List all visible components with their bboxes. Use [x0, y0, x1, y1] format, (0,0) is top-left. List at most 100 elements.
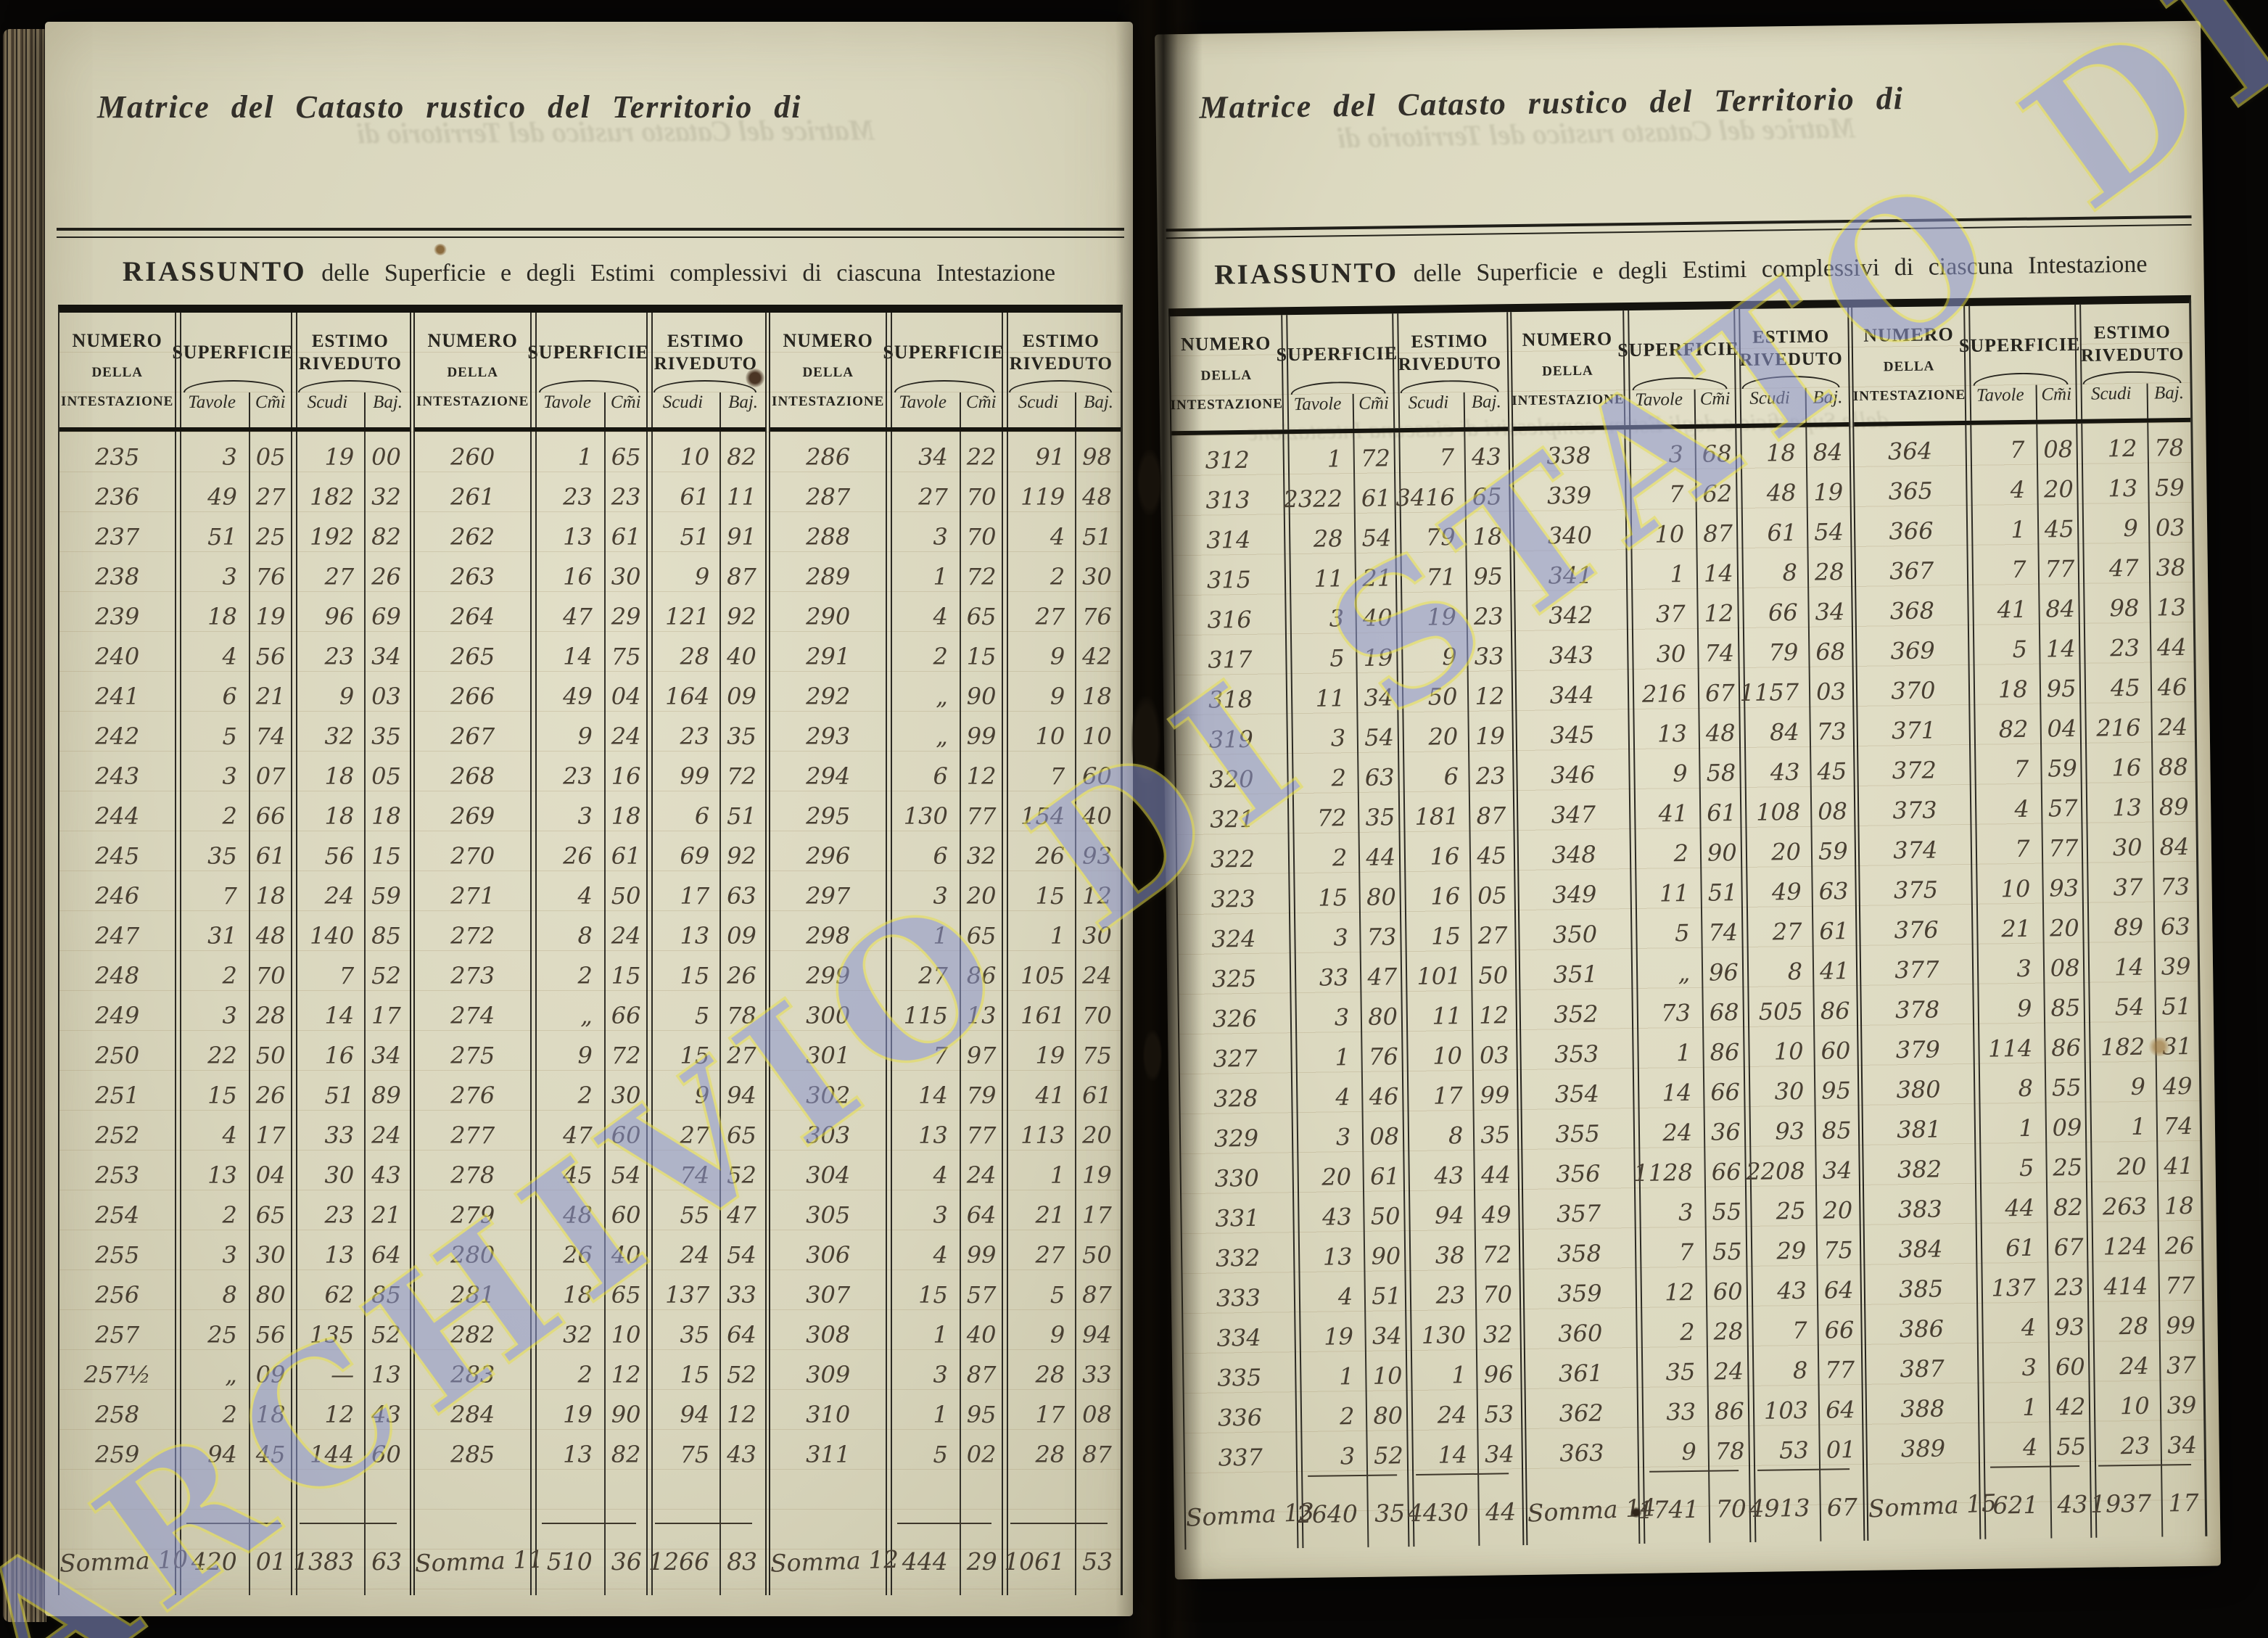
row-scudi: 19 — [1427, 603, 1457, 631]
row-tavole: 5 — [1674, 918, 1690, 947]
row-numero: 360 — [1557, 1319, 1603, 1348]
row-numero: 250 — [95, 1042, 140, 1069]
row-numero: 309 — [806, 1361, 851, 1388]
row-numero: 275 — [450, 1042, 495, 1069]
row-tavole: 7 — [1678, 1238, 1694, 1267]
row-numero: 319 — [1208, 725, 1254, 754]
row-tavole: 1 — [933, 922, 948, 950]
row-scudi: 1 — [1451, 1361, 1467, 1389]
row-scudi: — — [331, 1361, 355, 1388]
somma-row: Somma 13 2640 35 4430 44 — [1185, 1490, 1522, 1538]
row-cmi: 36 — [1710, 1118, 1741, 1146]
group-header: NUMERO DELLA INTESTAZIONE SUPERFICIE ESTIMO R… — [415, 313, 765, 432]
row-baj: 43 — [371, 1401, 401, 1428]
header-tavole: Tavole — [188, 392, 236, 412]
row-scudi: 89 — [2114, 913, 2144, 942]
row-tavole: 19 — [563, 1401, 593, 1428]
row-baj: 26 — [2164, 1231, 2195, 1260]
row-cmi: 72 — [1360, 444, 1391, 472]
header-cmi: Cm̃i — [1352, 393, 1394, 429]
row-cmi: 32 — [966, 842, 997, 870]
row-baj: 03 — [1815, 678, 1847, 706]
column-group: NUMERO DELLA INTESTAZIONE SUPERFICIE ESTIMO R… — [1170, 312, 1522, 1549]
row-tavole: 7 — [1668, 480, 1684, 509]
row-cmi: 90 — [966, 683, 997, 710]
group-body: 235 3 05 19 00 236 49 27 182 32 237 51 25 192 82 238 3 76… — [59, 432, 410, 1595]
row-scudi: 38 — [1435, 1241, 1465, 1269]
row-numero: 235 — [95, 443, 140, 471]
somma-cmi: 70 — [1715, 1494, 1747, 1523]
row-baj: 44 — [2156, 633, 2187, 662]
row-scudi: 414 — [2103, 1272, 2148, 1301]
row-numero: 273 — [450, 962, 495, 989]
row-cmi: 80 — [1373, 1402, 1403, 1430]
row-numero: 291 — [806, 643, 851, 670]
row-tavole: 15 — [1318, 884, 1348, 912]
row-tavole: 13 — [207, 1161, 237, 1189]
row-scudi: 91 — [1035, 443, 1065, 471]
row-scudi: 105 — [1020, 962, 1065, 989]
row-scudi: 9 — [1050, 683, 1065, 710]
row-scudi: 69 — [680, 842, 710, 870]
row-cmi: 61 — [255, 842, 286, 870]
somma-rule — [186, 1523, 281, 1524]
row-scudi: 216 — [2096, 713, 2141, 742]
header-baj: Baj. — [1805, 387, 1850, 423]
row-tavole: 5 — [1329, 644, 1345, 672]
row-tavole: 1 — [2018, 1114, 2034, 1143]
row-baj: 64 — [1825, 1396, 1856, 1424]
header-scudi: Scudi — [1018, 392, 1059, 412]
row-scudi: 27 — [680, 1122, 710, 1149]
row-tavole: 1 — [1327, 445, 1343, 473]
row-numero: 247 — [95, 922, 140, 950]
row-scudi: 19 — [1035, 1042, 1065, 1069]
row-numero: 299 — [806, 962, 851, 989]
row-numero: 306 — [806, 1241, 851, 1269]
row-baj: 78 — [727, 1002, 756, 1029]
row-numero: 307 — [806, 1281, 851, 1309]
row-scudi: 161 — [1020, 1002, 1065, 1029]
row-scudi: 28 — [1035, 1441, 1065, 1468]
row-cmi: 34 — [1364, 683, 1394, 712]
row-scudi: 23 — [680, 723, 710, 750]
row-tavole: 33 — [1319, 963, 1349, 992]
row-tavole: 25 — [207, 1321, 237, 1349]
row-cmi: 97 — [966, 1042, 997, 1069]
row-numero: 305 — [806, 1201, 851, 1229]
row-cmi: 56 — [255, 1321, 286, 1349]
header-numero-intestazione: NUMERO DELLA INTESTAZIONE — [770, 313, 886, 427]
row-tavole: 3 — [222, 563, 237, 590]
row-tavole: 3 — [1330, 724, 1346, 752]
somma-rule — [1649, 1470, 1739, 1473]
row-scudi: 51 — [324, 1082, 355, 1109]
row-baj: 52 — [727, 1361, 756, 1388]
row-tavole: 26 — [563, 1241, 593, 1269]
row-baj: 87 — [727, 563, 756, 590]
row-baj: 77 — [2165, 1271, 2195, 1300]
row-cmi: 24 — [611, 922, 641, 950]
row-tavole: 2 — [577, 1082, 593, 1109]
row-tavole: 2 — [1673, 839, 1689, 868]
row-tavole: „ — [936, 723, 948, 750]
row-cmi: 40 — [1362, 604, 1393, 632]
row-tavole: 114 — [1987, 1034, 2033, 1063]
row-cmi: 51 — [1707, 878, 1738, 907]
row-cmi: 58 — [1706, 759, 1736, 787]
row-cmi: 52 — [1373, 1441, 1404, 1470]
row-baj: 28 — [1814, 558, 1844, 586]
row-tavole: 11 — [1314, 564, 1344, 593]
row-tavole: 21 — [2001, 914, 2032, 943]
row-cmi: 08 — [2050, 953, 2080, 982]
row-scudi: 28 — [1035, 1361, 1065, 1388]
row-scudi: 43 — [1770, 757, 1800, 786]
row-baj: 94 — [727, 1082, 756, 1109]
somma-rule — [897, 1523, 991, 1524]
somma-baj: 67 — [1826, 1493, 1858, 1522]
row-tavole: 47 — [563, 1122, 593, 1149]
row-numero: 339 — [1546, 481, 1592, 510]
row-baj: 35 — [1480, 1121, 1511, 1149]
row-tavole: 3 — [1335, 1123, 1351, 1151]
row-baj: 35 — [727, 723, 756, 750]
row-baj: 94 — [1082, 1321, 1112, 1349]
row-baj: 60 — [1082, 762, 1112, 790]
